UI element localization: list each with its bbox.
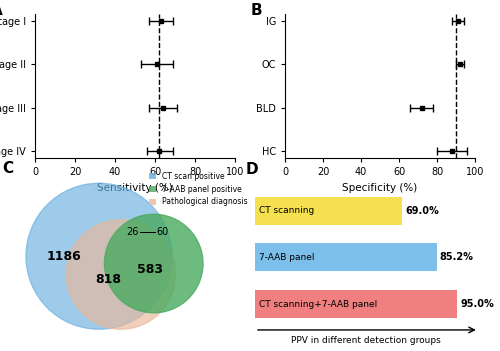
Text: C: C xyxy=(2,161,14,176)
Text: A: A xyxy=(0,2,2,18)
Text: B: B xyxy=(251,2,262,18)
Circle shape xyxy=(104,214,203,313)
Text: 69.0%: 69.0% xyxy=(405,206,439,216)
Text: CT scanning+7-AAB panel: CT scanning+7-AAB panel xyxy=(260,300,378,309)
Text: 26: 26 xyxy=(126,227,138,237)
Text: 1186: 1186 xyxy=(47,250,82,263)
Text: 95.0%: 95.0% xyxy=(460,299,494,309)
X-axis label: Specificity (%): Specificity (%) xyxy=(342,183,417,193)
Bar xyxy=(255,243,436,271)
Text: 583: 583 xyxy=(137,263,163,276)
Bar xyxy=(255,197,402,225)
Text: D: D xyxy=(245,162,258,177)
Text: 85.2%: 85.2% xyxy=(440,252,474,263)
Text: CT scanning: CT scanning xyxy=(260,206,314,215)
Text: 818: 818 xyxy=(95,273,121,286)
Legend: CT scan positive, 7-AAB panel positive, Pathological diagnosis: CT scan positive, 7-AAB panel positive, … xyxy=(146,169,251,210)
X-axis label: Sensitivity (%): Sensitivity (%) xyxy=(97,183,173,193)
Bar xyxy=(255,290,458,318)
Circle shape xyxy=(26,183,172,329)
Text: PPV in different detection groups: PPV in different detection groups xyxy=(291,336,440,345)
Text: 60: 60 xyxy=(156,227,168,237)
Text: 7-AAB panel: 7-AAB panel xyxy=(260,253,315,262)
Circle shape xyxy=(66,220,176,329)
